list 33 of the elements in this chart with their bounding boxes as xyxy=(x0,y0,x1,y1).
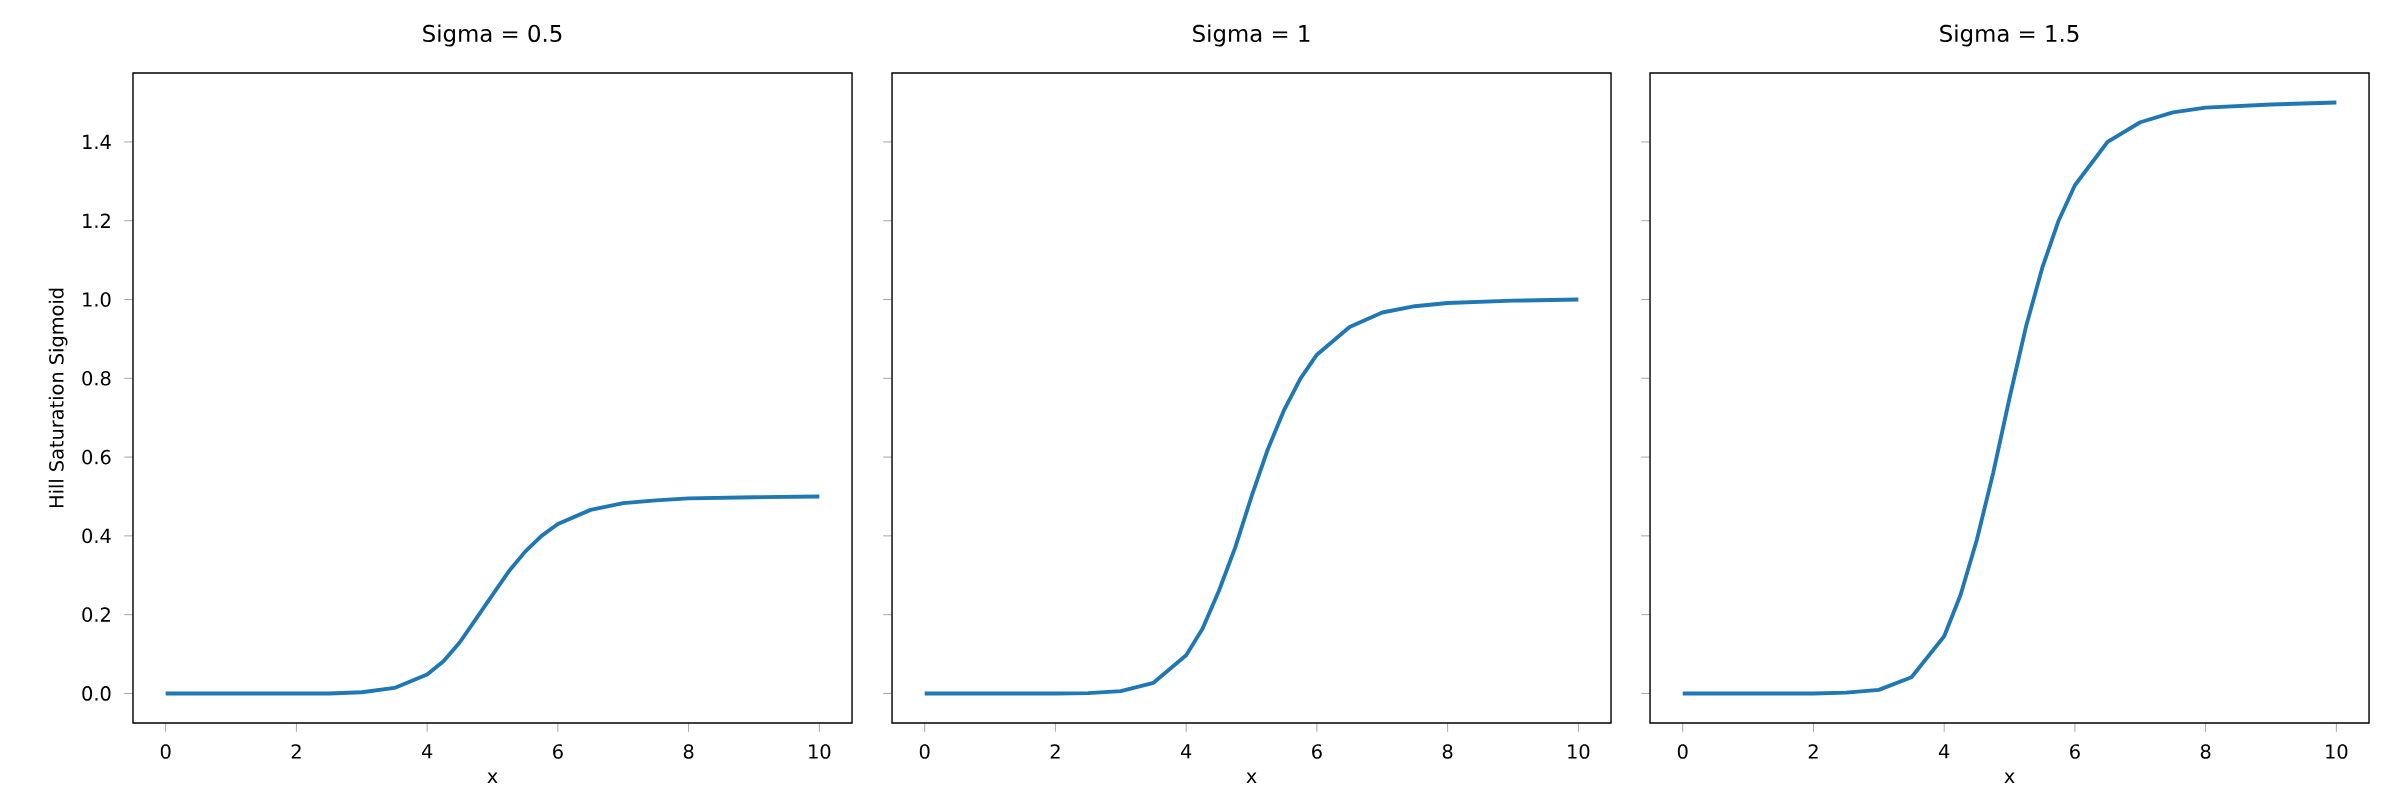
x-tick-label: 6 xyxy=(553,744,563,759)
chart-title: Sigma = 0.5 xyxy=(423,24,562,47)
x-tick-label: 10 xyxy=(2326,744,2348,759)
x-tick-label: 2 xyxy=(1050,744,1060,759)
x-tick-label: 6 xyxy=(1312,744,1322,759)
chart-title: Sigma = 1.5 xyxy=(1940,24,2079,47)
x-tick-label: 0 xyxy=(160,744,171,759)
y-tick-label: 0.8 xyxy=(82,370,111,386)
x-axis-title: x xyxy=(487,772,498,783)
y-tick-label: 0.2 xyxy=(82,607,110,622)
y-tick-label: 0.6 xyxy=(82,449,111,465)
x-tick-label: 2 xyxy=(1808,744,1818,759)
chart-title: Sigma = 1 xyxy=(1193,24,1310,47)
x-tick-label: 10 xyxy=(809,744,831,759)
x-tick-label: 6 xyxy=(2070,744,2080,759)
y-tick-label: 1.4 xyxy=(83,134,111,149)
y-axis-title: Hill Saturation Sigmoid xyxy=(48,288,68,508)
x-tick-label: 2 xyxy=(291,744,301,759)
x-axis-title: x xyxy=(1246,772,1257,783)
x-tick-label: 0 xyxy=(1677,744,1688,759)
x-tick-label: 8 xyxy=(2200,744,2211,759)
x-axis-title: x xyxy=(2004,772,2015,783)
x-tick-label: 4 xyxy=(1938,744,1950,759)
x-tick-label: 8 xyxy=(683,744,694,759)
x-tick-label: 0 xyxy=(919,744,930,759)
x-tick-label: 4 xyxy=(1180,744,1192,759)
x-tick-label: 4 xyxy=(421,744,433,759)
y-tick-label: 1.0 xyxy=(83,292,111,307)
y-tick-label: 0.0 xyxy=(82,686,111,701)
x-tick-label: 10 xyxy=(1568,744,1590,759)
y-tick-label: 0.4 xyxy=(82,528,111,544)
x-tick-label: 8 xyxy=(1442,744,1453,759)
y-tick-label: 1.2 xyxy=(83,213,110,228)
